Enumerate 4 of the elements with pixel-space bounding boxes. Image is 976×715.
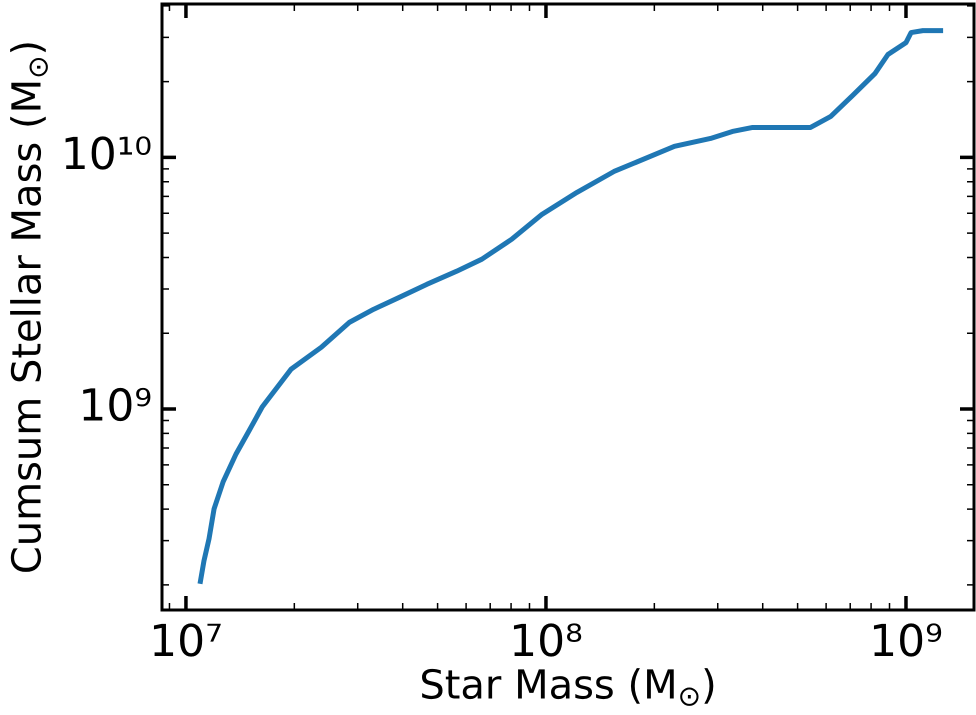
x-tick-label: 10⁹ [869,616,943,667]
y-axis-title: Cumsum Stellar Mass (M⊙) [4,40,54,574]
x-tick-label: 10⁷ [149,616,223,667]
y-tick-label: 10¹⁰ [60,128,152,180]
